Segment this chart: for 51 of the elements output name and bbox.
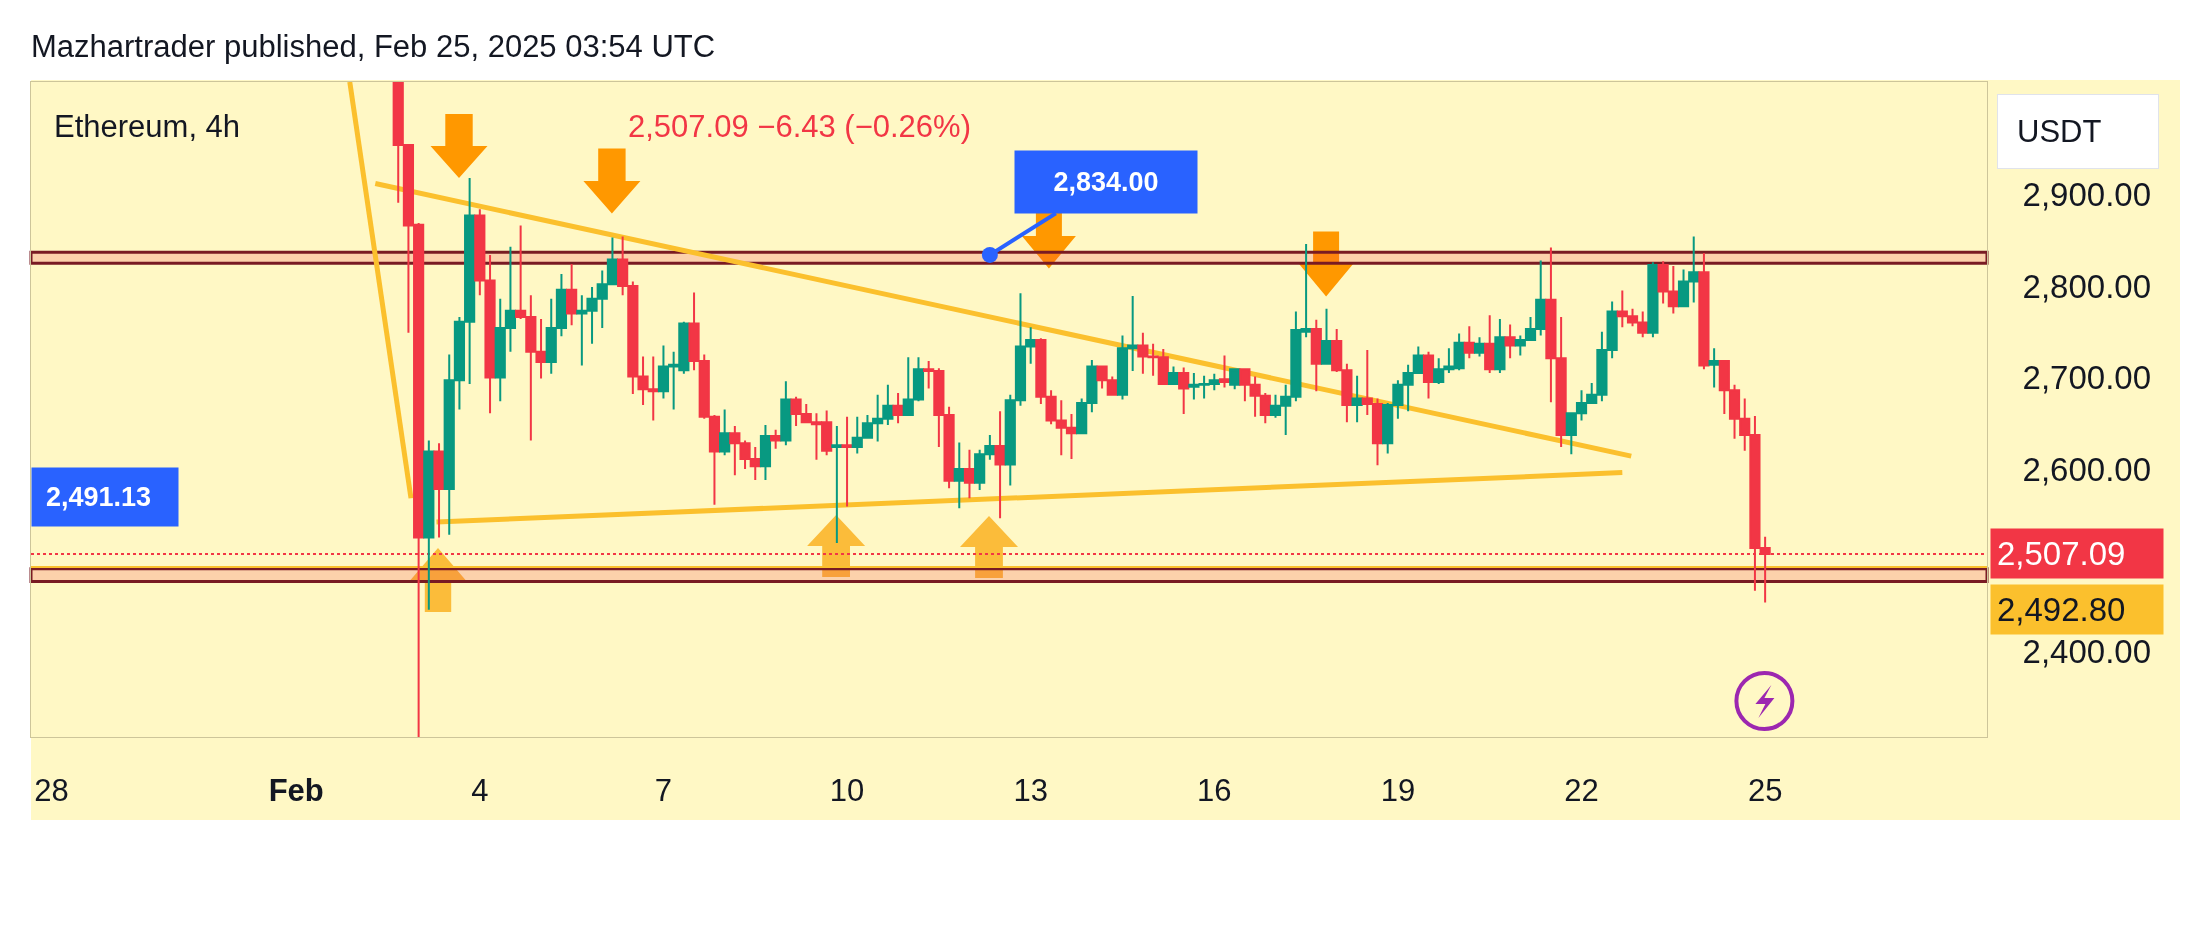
chart-title: Mazhartrader published, Feb 25, 2025 03:54 UTC (31, 28, 716, 64)
y-tick-label: 2,800.00 (2022, 267, 2152, 305)
candlestick (1178, 366, 1190, 416)
candlestick (1708, 347, 1720, 389)
candlestick (1422, 350, 1435, 400)
x-tick-label: 4 (471, 773, 489, 809)
candlestick (1351, 374, 1363, 424)
x-tick-label: 22 (1564, 773, 1599, 809)
x-tick-label: 19 (1380, 773, 1416, 809)
y-tick-label: 2,400.00 (2022, 633, 2152, 671)
candlestick (770, 428, 782, 450)
x-tick-label: 25 (1747, 773, 1783, 809)
candlestick (719, 408, 731, 457)
candlestick (759, 424, 772, 481)
x-tick-label: 10 (829, 773, 865, 809)
candlestick (892, 392, 904, 425)
candlestick (780, 380, 792, 447)
ref-line-label: 2,507.09 (1997, 535, 2126, 572)
y-axis-title: USDT (2017, 114, 2102, 149)
y-tick-label: 2,700.00 (2022, 359, 2152, 397)
candlestick (831, 424, 843, 545)
candlestick (1484, 314, 1496, 374)
x-tick-label: 28 (34, 773, 69, 809)
candlestick (1698, 252, 1710, 371)
ref-line-label: 2,492.80 (1997, 591, 2126, 628)
candlestick (1463, 325, 1475, 360)
candlestick (1473, 336, 1486, 358)
candlestick (1504, 323, 1516, 360)
x-tick-label: 7 (654, 773, 673, 809)
candlestick (1218, 354, 1231, 389)
annotation: 2,507.09 −6.43 (−0.26%) (628, 109, 971, 144)
candlestick (1494, 317, 1506, 374)
candlestick (994, 410, 1006, 520)
candlestick (433, 442, 445, 539)
candlestick (841, 415, 853, 508)
text: Ethereum, 4h (54, 109, 241, 144)
candlestick (423, 439, 435, 611)
x-tick-label: 13 (1013, 773, 1048, 809)
candlestick (953, 441, 965, 510)
candlestick (1229, 367, 1241, 391)
annotation: 2,834.00 (1053, 167, 1159, 197)
x-tick-label: Feb (268, 773, 324, 809)
candlestick (1320, 307, 1333, 365)
candlestick (963, 448, 976, 500)
band-label: 2,491.13 (46, 482, 152, 512)
x-tick-label: 16 (1197, 773, 1232, 809)
candlestick (1647, 261, 1659, 339)
y-tick-label: 2,900.00 (2022, 176, 2152, 214)
candlestick (566, 263, 578, 327)
candlestick (1310, 318, 1322, 393)
y-tick-label: 2,600.00 (2022, 450, 2152, 488)
